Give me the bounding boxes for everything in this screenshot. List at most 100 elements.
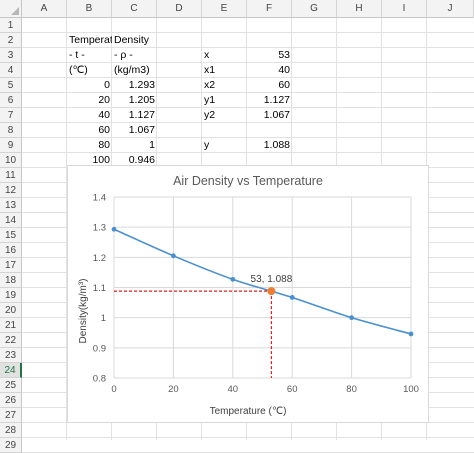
cell-f4[interactable]: 40: [278, 64, 290, 76]
row-gridline: [22, 137, 474, 138]
column-header-j[interactable]: J: [427, 0, 474, 18]
column-header-c[interactable]: C: [112, 0, 157, 18]
column-gridline: [66, 18, 67, 440]
cell-b2[interactable]: Temperature: [69, 34, 112, 46]
row-header-5[interactable]: 5: [0, 78, 22, 93]
cell-c6[interactable]: 1.205: [128, 94, 155, 106]
chart-series: 53, 1.088: [111, 226, 414, 337]
column-header-g[interactable]: G: [292, 0, 337, 18]
row-header-22[interactable]: 22: [0, 333, 22, 348]
row-header-26[interactable]: 26: [0, 393, 22, 408]
cell-e4[interactable]: x1: [204, 64, 216, 76]
chart-svg: Air Density vs Temperature 0 20 40 60 80 1000…: [78, 174, 419, 417]
y-tick-label: 1.4: [93, 193, 106, 204]
cell-e7[interactable]: y2: [204, 109, 216, 121]
data-point: [408, 331, 414, 337]
x-axis-label: Temperature (℃): [210, 406, 287, 417]
cell-c4[interactable]: (kg/m3): [114, 64, 150, 76]
row-header-10[interactable]: 10: [0, 153, 22, 168]
cell-e6[interactable]: y1: [204, 94, 216, 106]
cell-b4[interactable]: (℃): [69, 64, 88, 76]
x-tick-label: 20: [168, 384, 179, 395]
cell-e3[interactable]: x: [204, 49, 210, 61]
row-header-1[interactable]: 1: [0, 18, 22, 33]
x-tick-label: 100: [403, 384, 419, 395]
row-header-23[interactable]: 23: [0, 348, 22, 363]
cell-c9[interactable]: 1: [149, 139, 155, 151]
row-header-18[interactable]: 18: [0, 273, 22, 288]
cell-b9[interactable]: 80: [98, 139, 110, 151]
row-gridline: [22, 47, 474, 48]
row-header-15[interactable]: 15: [0, 228, 22, 243]
row-header-25[interactable]: 25: [0, 378, 22, 393]
column-header-d[interactable]: D: [157, 0, 202, 18]
y-axis-label: Density(kg/m³): [78, 278, 89, 343]
cell-c8[interactable]: 1.067: [128, 124, 155, 136]
y-tick-label: 1.3: [93, 223, 106, 234]
cell-b3[interactable]: - t -: [69, 49, 85, 61]
row-gridline: [22, 77, 474, 78]
cell-c7[interactable]: 1.127: [128, 109, 155, 121]
chart-grid: [113, 196, 412, 379]
data-point: [230, 276, 236, 282]
row-header-14[interactable]: 14: [0, 213, 22, 228]
row-header-21[interactable]: 21: [0, 318, 22, 333]
column-header-i[interactable]: I: [382, 0, 427, 18]
cell-c2[interactable]: Density: [114, 34, 150, 46]
chart-title: Air Density vs Temperature: [173, 174, 323, 188]
column-header-b[interactable]: B: [67, 0, 112, 18]
cell-c5[interactable]: 1.293: [128, 79, 155, 91]
y-tick-label: 1: [101, 313, 106, 324]
row-header-24[interactable]: 24: [0, 363, 22, 378]
select-all-corner[interactable]: [0, 0, 22, 18]
row-header-17[interactable]: 17: [0, 258, 22, 273]
row-header-2[interactable]: 2: [0, 33, 22, 48]
row-header-12[interactable]: 12: [0, 183, 22, 198]
row-header-27[interactable]: 27: [0, 408, 22, 423]
row-header-7[interactable]: 7: [0, 108, 22, 123]
y-tick-label: 1.1: [93, 283, 106, 294]
x-tick-label: 40: [228, 384, 239, 395]
cell-e9[interactable]: y: [204, 139, 210, 151]
cell-b6[interactable]: 20: [98, 94, 110, 106]
row-header-8[interactable]: 8: [0, 123, 22, 138]
x-tick-label: 80: [346, 384, 357, 395]
chart-guides: [114, 290, 273, 378]
series-line: [113, 228, 412, 335]
row-header-13[interactable]: 13: [0, 198, 22, 213]
cell-c3[interactable]: - ρ -: [114, 49, 133, 61]
cell-f5[interactable]: 60: [278, 79, 290, 91]
row-header-28[interactable]: 28: [0, 423, 22, 438]
cell-b10[interactable]: 100: [92, 154, 110, 166]
cell-f7[interactable]: 1.067: [263, 109, 290, 121]
row-header-3[interactable]: 3: [0, 48, 22, 63]
data-point: [349, 315, 354, 321]
cell-b5[interactable]: 0: [104, 79, 110, 91]
data-point: [289, 295, 295, 300]
data-point: [111, 226, 117, 232]
row-header-6[interactable]: 6: [0, 93, 22, 108]
cell-f6[interactable]: 1.127: [263, 94, 290, 106]
row-header-16[interactable]: 16: [0, 243, 22, 258]
row-gridline: [22, 122, 474, 123]
row-header-19[interactable]: 19: [0, 288, 22, 303]
row-header-9[interactable]: 9: [0, 138, 22, 153]
column-header-e[interactable]: E: [202, 0, 247, 18]
chart-area[interactable]: Air Density vs Temperature 0 20 40 60 80 100 0…: [67, 165, 429, 423]
column-header-a[interactable]: A: [22, 0, 67, 18]
row-gridline: [22, 437, 474, 438]
cell-f9[interactable]: 1.088: [263, 139, 290, 151]
cell-b7[interactable]: 40: [98, 109, 110, 121]
column-header-f[interactable]: F: [247, 0, 292, 18]
cell-b8[interactable]: 60: [98, 124, 110, 136]
cell-f3[interactable]: 53: [278, 49, 290, 61]
row-header-20[interactable]: 20: [0, 303, 22, 318]
row-header-29[interactable]: 29: [0, 438, 22, 453]
y-tick-label: 0.8: [93, 374, 106, 385]
column-header-h[interactable]: H: [337, 0, 382, 18]
row-header-11[interactable]: 11: [0, 168, 22, 183]
cell-c10[interactable]: 0.946: [128, 154, 155, 166]
cell-e5[interactable]: x2: [204, 79, 216, 91]
row-header-4[interactable]: 4: [0, 63, 22, 78]
